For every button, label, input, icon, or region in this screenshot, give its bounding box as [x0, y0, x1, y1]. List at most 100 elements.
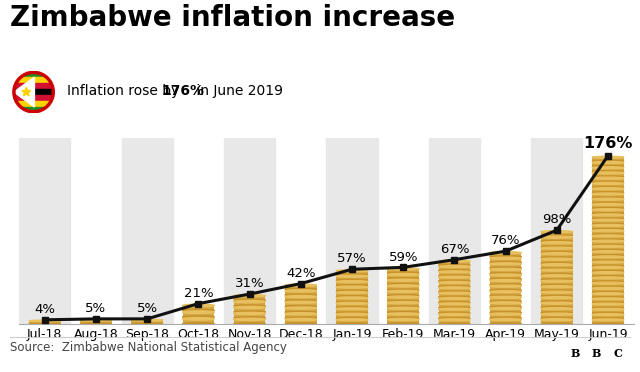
Ellipse shape [592, 218, 624, 219]
Ellipse shape [285, 301, 317, 304]
Bar [541, 265, 573, 269]
Ellipse shape [592, 323, 624, 324]
Bar [438, 309, 470, 313]
Ellipse shape [336, 319, 368, 321]
Ellipse shape [438, 323, 470, 324]
Bar [541, 298, 573, 302]
Ellipse shape [336, 274, 368, 276]
Bar [592, 310, 624, 313]
Bar [387, 320, 419, 324]
Bar [592, 183, 624, 187]
Ellipse shape [490, 274, 522, 276]
Ellipse shape [336, 297, 368, 299]
Text: 176%: 176% [162, 84, 205, 98]
Text: 5%: 5% [85, 302, 107, 315]
Bar [592, 294, 624, 297]
Ellipse shape [438, 318, 470, 319]
Ellipse shape [438, 308, 470, 310]
Ellipse shape [490, 296, 522, 298]
Ellipse shape [438, 303, 470, 305]
Bar [592, 241, 624, 245]
Bar [592, 178, 624, 182]
Ellipse shape [438, 280, 470, 282]
Ellipse shape [234, 299, 266, 301]
Bar [541, 270, 573, 274]
Ellipse shape [182, 309, 214, 311]
Ellipse shape [592, 172, 624, 174]
Bar [438, 298, 470, 302]
Bar [592, 173, 624, 177]
Ellipse shape [490, 313, 522, 315]
Ellipse shape [541, 269, 573, 271]
Ellipse shape [438, 276, 470, 278]
Ellipse shape [592, 156, 624, 158]
Ellipse shape [592, 307, 624, 309]
Ellipse shape [29, 320, 61, 322]
Bar [336, 314, 368, 318]
Ellipse shape [234, 307, 266, 309]
Ellipse shape [541, 247, 573, 249]
Ellipse shape [387, 317, 419, 319]
Bar [234, 320, 266, 324]
Ellipse shape [592, 239, 624, 241]
Text: 42%: 42% [286, 267, 316, 280]
Ellipse shape [29, 323, 61, 324]
Bar [182, 319, 214, 324]
Bar [592, 199, 624, 203]
Ellipse shape [541, 312, 573, 314]
Ellipse shape [285, 307, 317, 309]
Ellipse shape [490, 279, 522, 282]
Bar [285, 291, 317, 295]
Bar [490, 269, 522, 273]
Text: 67%: 67% [440, 243, 469, 256]
Bar [541, 248, 573, 252]
Ellipse shape [541, 295, 573, 297]
Bar [490, 297, 522, 301]
Ellipse shape [438, 319, 470, 321]
Bar [438, 314, 470, 318]
Bar [592, 315, 624, 318]
Text: Source:  Zimbabwe National Statistical Agency: Source: Zimbabwe National Statistical Ag… [10, 341, 287, 354]
Ellipse shape [490, 306, 522, 308]
Ellipse shape [541, 231, 573, 233]
Ellipse shape [336, 301, 368, 303]
Ellipse shape [541, 273, 573, 275]
Ellipse shape [387, 300, 419, 302]
Ellipse shape [592, 160, 624, 162]
Ellipse shape [490, 302, 522, 304]
Bar [387, 269, 419, 273]
Ellipse shape [336, 285, 368, 286]
Ellipse shape [592, 270, 624, 272]
Ellipse shape [438, 271, 470, 273]
Ellipse shape [490, 263, 522, 265]
Text: Inflation rose by: Inflation rose by [67, 84, 184, 98]
Ellipse shape [592, 302, 624, 304]
Bar [429, 138, 480, 324]
Ellipse shape [234, 295, 266, 297]
Bar [490, 303, 522, 307]
Bar [14, 77, 53, 83]
Bar [592, 163, 624, 166]
Ellipse shape [490, 256, 522, 257]
Ellipse shape [336, 296, 368, 297]
Bar [387, 314, 419, 318]
Ellipse shape [490, 284, 522, 285]
Ellipse shape [285, 323, 317, 324]
Bar [592, 278, 624, 282]
Ellipse shape [285, 300, 317, 302]
Ellipse shape [490, 262, 522, 263]
Ellipse shape [285, 284, 317, 286]
Ellipse shape [182, 318, 214, 320]
Ellipse shape [541, 235, 573, 237]
Ellipse shape [541, 284, 573, 286]
Ellipse shape [490, 323, 522, 324]
Ellipse shape [541, 258, 573, 260]
Ellipse shape [592, 281, 624, 282]
Text: in June 2019: in June 2019 [192, 84, 283, 98]
Bar [592, 210, 624, 214]
Ellipse shape [592, 166, 624, 167]
Bar [592, 283, 624, 287]
Ellipse shape [285, 294, 317, 296]
Ellipse shape [592, 282, 624, 284]
Ellipse shape [592, 186, 624, 188]
